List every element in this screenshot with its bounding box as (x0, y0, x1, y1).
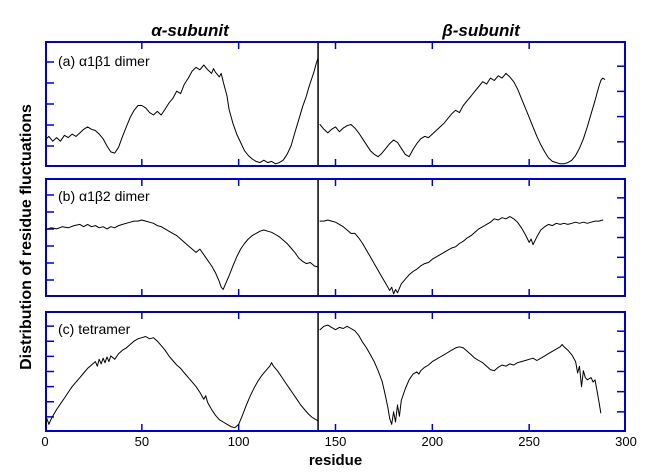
panel-c-label: (c) tetramer (58, 321, 131, 337)
fluctuation-curve-alpha-subunit (45, 57, 319, 165)
panel-c-plot (45, 311, 626, 432)
column-title-alpha-subunit: α-subunit (151, 21, 229, 40)
panel-a-plot (45, 41, 626, 167)
x-tick-label: 100 (227, 434, 250, 449)
panel-frame (45, 311, 626, 432)
fluctuation-curve-alpha-subunit (45, 336, 319, 429)
panel-frame (45, 178, 626, 297)
column-title-beta-subunit: β-subunit (442, 21, 520, 40)
panel-b-plot (45, 178, 626, 297)
panel-b-label: (b) α1β2 dimer (58, 188, 150, 204)
x-tick-label: 250 (518, 434, 541, 449)
panel-frame (45, 41, 626, 167)
fluctuation-curve-beta-subunit (319, 324, 602, 425)
x-tick-label: 200 (421, 434, 444, 449)
x-tick-label: 300 (615, 434, 637, 449)
y-axis-label: Distribution of residue fluctuations (18, 104, 35, 370)
x-tick-label: 50 (134, 434, 150, 449)
x-axis-label: residue (308, 452, 363, 469)
x-tick-label: 0 (41, 434, 49, 449)
panel-a-label: (a) α1β1 dimer (58, 53, 150, 69)
fluctuation-curve-beta-subunit (319, 216, 604, 295)
x-tick-label: 150 (324, 434, 347, 449)
fluctuation-curve-alpha-subunit (45, 219, 319, 290)
fluctuation-curve-beta-subunit (319, 72, 606, 165)
